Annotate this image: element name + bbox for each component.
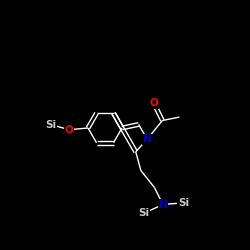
Text: Si: Si [45,120,56,130]
Text: O: O [150,98,158,108]
Text: N: N [143,134,152,144]
Text: Si: Si [178,198,189,208]
Text: Si: Si [139,208,150,218]
Text: O: O [65,125,74,135]
Text: N: N [158,200,167,209]
